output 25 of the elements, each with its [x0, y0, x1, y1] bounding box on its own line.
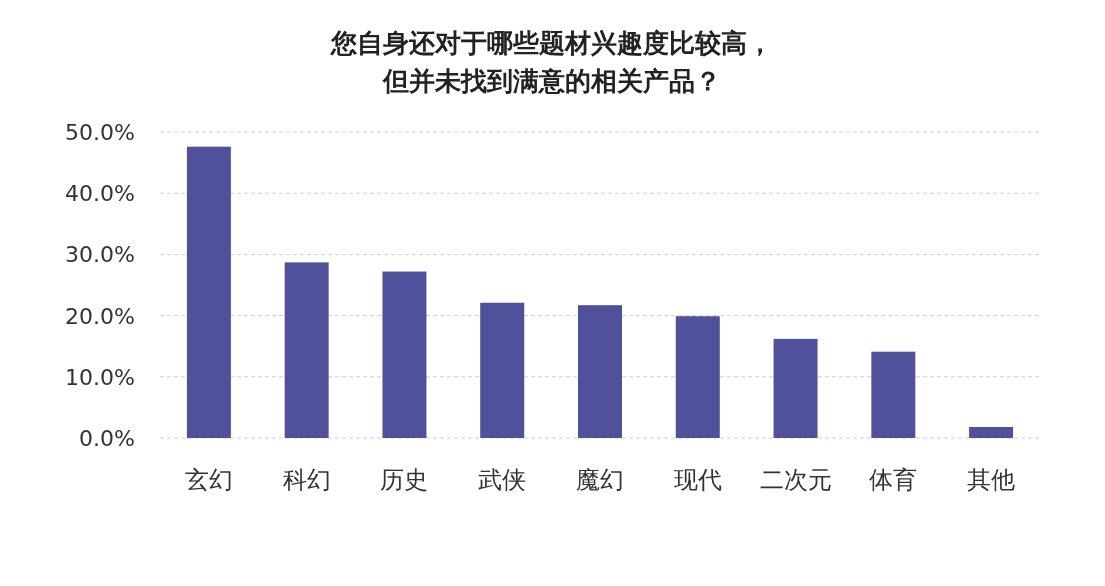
y-tick-label: 50.0% — [65, 120, 135, 145]
bar — [773, 338, 818, 438]
bar — [578, 305, 622, 438]
title: 您自身还对于哪些题材兴趣度比较高，但并未找到满意的相关产品？ — [331, 28, 773, 96]
x-tick-label: 其他 — [967, 466, 1016, 494]
bar — [969, 426, 1014, 438]
x-tick-label: 体育 — [869, 466, 918, 494]
y-tick-label: 30.0% — [65, 242, 135, 268]
x-tick-label: 玄幻 — [184, 466, 233, 494]
x-tick-label: 历史 — [380, 466, 429, 494]
y-tick-label: 10.0% — [65, 364, 135, 390]
y-tick-label: 40.0% — [65, 181, 135, 207]
bar — [675, 316, 720, 438]
bar — [284, 262, 329, 438]
bar — [480, 302, 525, 438]
x-tick-label: 武侠 — [478, 466, 527, 494]
bar — [871, 351, 916, 438]
x-tick-label: 科幻 — [282, 466, 331, 494]
bar — [186, 146, 231, 438]
x-tick-label: 现代 — [673, 466, 722, 494]
y-tick-label: 20.0% — [65, 303, 135, 329]
y-tick-label: 0.0% — [79, 426, 135, 451]
bar — [382, 271, 427, 438]
x-tick-label: 魔幻 — [576, 466, 624, 494]
x-tick-label: 二次元 — [759, 466, 832, 494]
